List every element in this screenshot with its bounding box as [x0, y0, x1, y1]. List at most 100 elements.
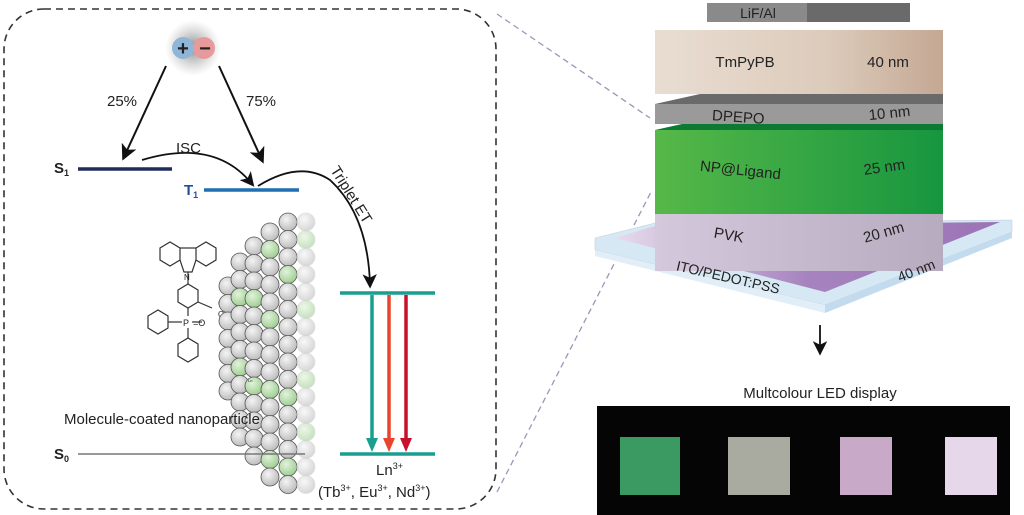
layer-tmpypb: TmPyPB: [715, 54, 774, 71]
electron-symbol: −: [199, 38, 211, 60]
tmpypb-layer: [655, 30, 943, 94]
nanoparticle: [218, 212, 316, 494]
led-pixel: [620, 437, 680, 495]
s1-label: S1: [54, 160, 69, 178]
ln-sphere: [296, 422, 316, 442]
triplet-fraction: 75%: [246, 93, 276, 110]
phosphine-oxide: =O: [193, 318, 205, 328]
substrate-front: [595, 250, 825, 313]
ln-label: Ln3+: [376, 461, 403, 479]
host-sphere: [260, 327, 280, 347]
isc-arrow: [141, 151, 255, 187]
ln-sphere: [278, 387, 298, 407]
host-sphere: [278, 475, 298, 494]
host-sphere: [260, 362, 280, 382]
ln-sphere: [260, 240, 280, 259]
triplet-et-arrow: [257, 170, 377, 289]
led-pixel: [840, 437, 892, 495]
host-sphere: [296, 317, 316, 337]
host-sphere: [244, 359, 264, 378]
nitrogen-atom: N: [184, 273, 190, 282]
ln-sphere: [260, 380, 280, 399]
host-sphere: [278, 300, 298, 319]
t1-label: T1: [184, 182, 198, 200]
ln-sphere: [296, 300, 316, 319]
host-sphere: [260, 222, 280, 242]
ln-sphere: [260, 310, 280, 329]
host-sphere: [296, 405, 316, 424]
host-sphere: [244, 236, 264, 256]
energy-transfer-panel: + − 25% 75% S1 ISC T1 Triplet ET: [3, 8, 497, 510]
host-sphere: [296, 265, 316, 284]
nanoparticle-caption: Molecule-coated nanoparticle: [64, 411, 260, 428]
substrate-side: [825, 232, 1012, 313]
ln-sphere: [278, 265, 298, 284]
host-sphere: [244, 254, 264, 273]
host-sphere: [278, 230, 298, 249]
host-sphere: [296, 440, 316, 459]
thickness-dpepo: 10 nm: [868, 103, 911, 124]
singlet-arrow: [121, 65, 167, 161]
device-stack: LiF/Al TmPyPB 40 nm DPEPO 10 nm NP@Ligan…: [594, 3, 1013, 313]
carboxyl-oxygen-2: O: [218, 310, 224, 319]
host-sphere: [260, 467, 280, 487]
triplet-et-label: Triplet ET: [327, 163, 376, 227]
s0-label: S0: [54, 446, 69, 464]
host-sphere: [260, 275, 280, 294]
ln-sphere: [296, 230, 316, 249]
host-sphere: [278, 405, 298, 424]
host-sphere: [244, 271, 264, 291]
host-sphere: [296, 335, 316, 354]
isc-label: ISC: [176, 140, 201, 157]
host-sphere: [278, 282, 298, 302]
host-sphere: [278, 370, 298, 389]
host-sphere: [244, 341, 264, 361]
np-ligand-layer: [655, 130, 943, 214]
emission-arrows: [366, 295, 412, 452]
host-sphere: [260, 397, 280, 417]
display-title: Multcolour LED display: [743, 385, 897, 402]
thickness-tmpypb: 40 nm: [867, 54, 909, 71]
host-sphere: [244, 429, 264, 448]
exciton-icon: + −: [165, 20, 221, 76]
ln-sphere: [278, 457, 298, 477]
panel-border: [3, 8, 497, 510]
host-sphere: [296, 475, 316, 494]
ligand-molecule: [147, 241, 217, 363]
ln-site-label: Ln: [248, 378, 252, 383]
host-sphere: [296, 352, 316, 372]
layer-pvk: PVK: [713, 225, 746, 247]
thickness-np-ligand: 25 nm: [863, 156, 907, 179]
host-sphere: [296, 387, 316, 407]
host-sphere: [260, 415, 280, 434]
dpepo-layer: [655, 104, 943, 124]
host-sphere: [278, 422, 298, 442]
host-sphere: [244, 446, 264, 466]
host-sphere: [296, 282, 316, 302]
lanthanide-ions: (Tb3+, Eu3+, Nd3+): [318, 483, 431, 501]
host-sphere: [260, 345, 280, 364]
host-sphere: [278, 247, 298, 267]
emission-arrow-head: [400, 438, 412, 452]
emission-arrow-head: [366, 438, 378, 452]
led-pixel: [945, 437, 997, 495]
host-sphere: [278, 335, 298, 354]
led-pixel: [728, 437, 790, 495]
host-sphere: [278, 352, 298, 372]
lif-al-face: [707, 3, 807, 22]
layer-lif-al: LiF/Al: [740, 5, 776, 21]
ln-sphere: [296, 370, 316, 389]
host-sphere: [296, 247, 316, 267]
host-sphere: [244, 306, 264, 326]
layer-dpepo: DPEPO: [712, 107, 766, 128]
host-sphere: [244, 324, 264, 343]
hole-symbol: +: [177, 38, 189, 60]
host-sphere: [260, 292, 280, 312]
led-display-photo: [597, 406, 1010, 515]
phosphorus-atom: P: [183, 318, 189, 328]
singlet-fraction: 25%: [107, 93, 137, 110]
host-sphere: [296, 457, 316, 477]
dpepo-top: [655, 94, 943, 104]
host-sphere: [244, 394, 264, 413]
